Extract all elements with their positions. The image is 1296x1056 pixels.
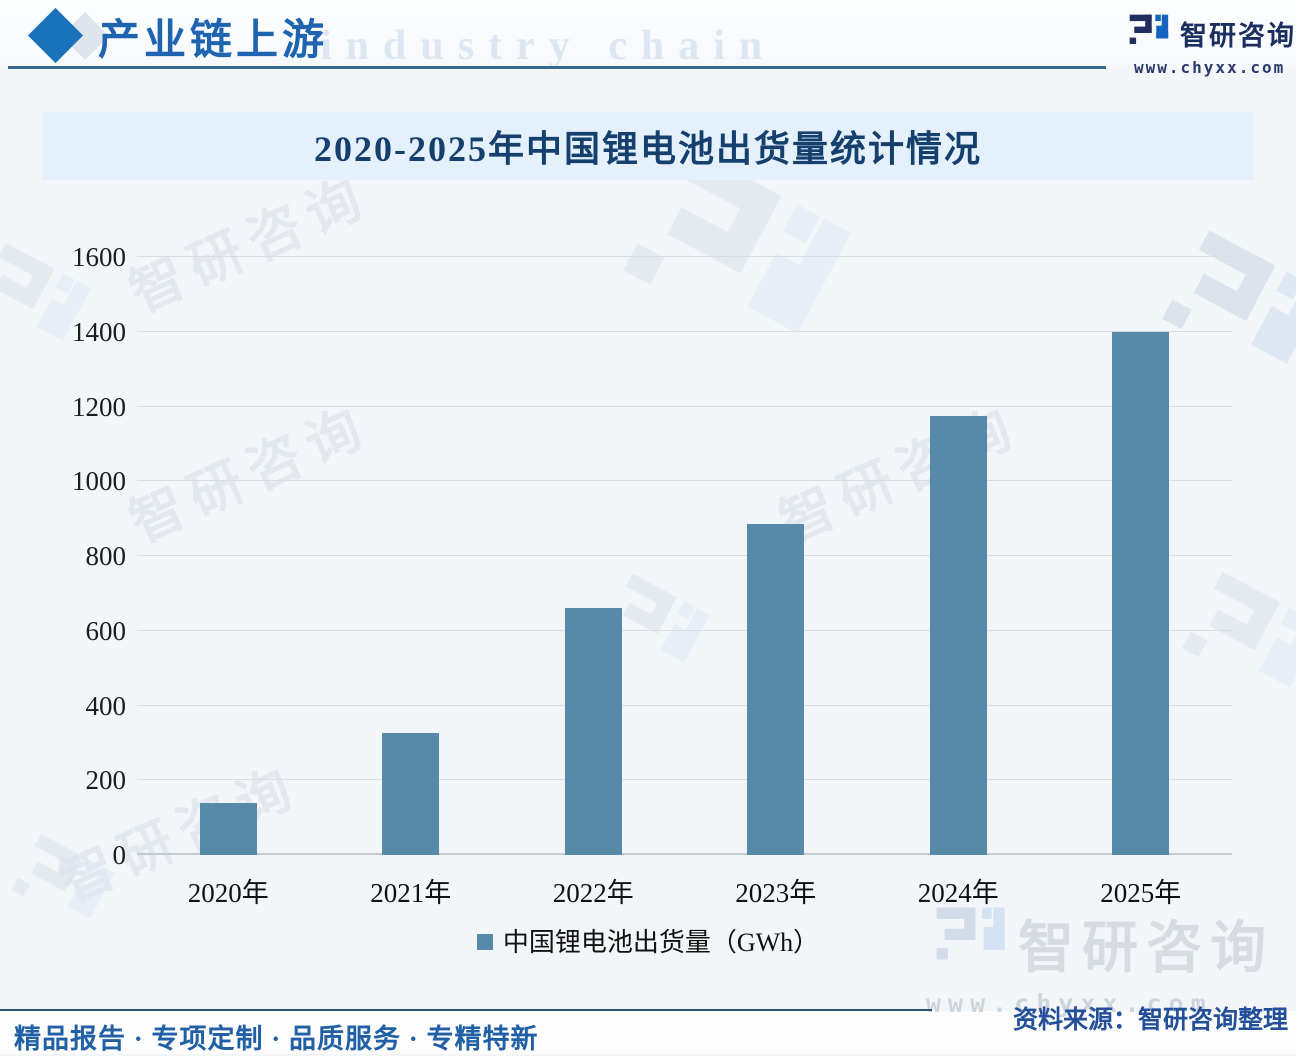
header-background-watermark-text: industry chain (320, 23, 777, 69)
diamond-icon (27, 7, 84, 64)
bar-2021年 (382, 732, 440, 855)
y-tick-400: 400 (85, 690, 127, 721)
gridline-1000 (137, 480, 1232, 482)
y-tick-0: 0 (112, 840, 127, 870)
x-tick-2023年: 2023年 (735, 878, 817, 908)
y-tick-1600: 1600 (72, 242, 126, 272)
gridline-1600 (137, 256, 1232, 257)
bar-2024年 (929, 415, 987, 855)
footer-divider (0, 1009, 932, 1011)
gridline-1200 (137, 405, 1232, 407)
gridline-800 (137, 555, 1232, 556)
legend-label: 中国锂电池出货量（GWh） (502, 928, 820, 957)
y-tick-1000: 1000 (72, 466, 126, 497)
chart-title-banner: 2020-2025年中国锂电池出货量统计情况 (42, 112, 1254, 180)
y-tick-1200: 1200 (72, 391, 126, 422)
y-axis: 0 200 400 600 800 1000 1200 1400 1600 (40, 242, 127, 870)
bottom-right-watermark: 智研咨询 www.chyxx.com (922, 893, 1296, 1023)
gridline-600 (137, 629, 1232, 631)
plot-area (137, 256, 1232, 855)
bar-2023年 (747, 524, 805, 855)
chyxx-logo-icon (1126, 11, 1170, 55)
gridline-1400 (137, 330, 1232, 332)
y-tick-600: 600 (85, 615, 127, 646)
chart-legend: 中国锂电池出货量（GWh） (0, 922, 1296, 959)
x-tick-2025年: 2025年 (1100, 878, 1182, 908)
gridline-400 (137, 704, 1232, 706)
header-divider (8, 66, 1106, 69)
bar-2022年 (564, 608, 622, 855)
footer-bar (0, 1011, 1296, 1054)
chart-title: 2020-2025年中国锂电池出货量统计情况 (314, 129, 982, 169)
bar-2020年 (199, 802, 257, 855)
y-tick-800: 800 (85, 541, 127, 571)
page-header: industry chain 产业链上游 智研咨询 www.chyxx.com (0, 0, 1296, 77)
brand-name: 智研咨询 (1180, 20, 1296, 51)
brand-url: www.chyxx.com (1134, 58, 1286, 77)
legend-swatch-icon (476, 933, 493, 950)
section-title: 产业链上游 (98, 18, 329, 64)
watermark-brand-name: 智研咨询 (1018, 918, 1274, 980)
watermark-brand-url: www.chyxx.com (926, 989, 1213, 1018)
y-tick-1400: 1400 (72, 316, 126, 347)
x-axis-labels: 2020年 2021年 2022年 2023年 2024年 2025年 (137, 871, 1232, 908)
footer-services: 精品报告 · 专项定制 · 品质服务 · 专精特新 (14, 1024, 539, 1054)
x-tick-2020年: 2020年 (187, 878, 269, 908)
brand-block: 智研咨询 (1126, 10, 1296, 56)
x-tick-2021年: 2021年 (370, 878, 452, 908)
y-tick-200: 200 (85, 765, 127, 796)
gridline-200 (137, 779, 1232, 781)
data-source-note: 资料来源：智研咨询整理 (1012, 1007, 1288, 1034)
x-tick-2024年: 2024年 (917, 878, 999, 908)
gridline-0 (137, 853, 1232, 855)
x-tick-2022年: 2022年 (552, 878, 634, 908)
bar-2025年 (1112, 331, 1170, 855)
